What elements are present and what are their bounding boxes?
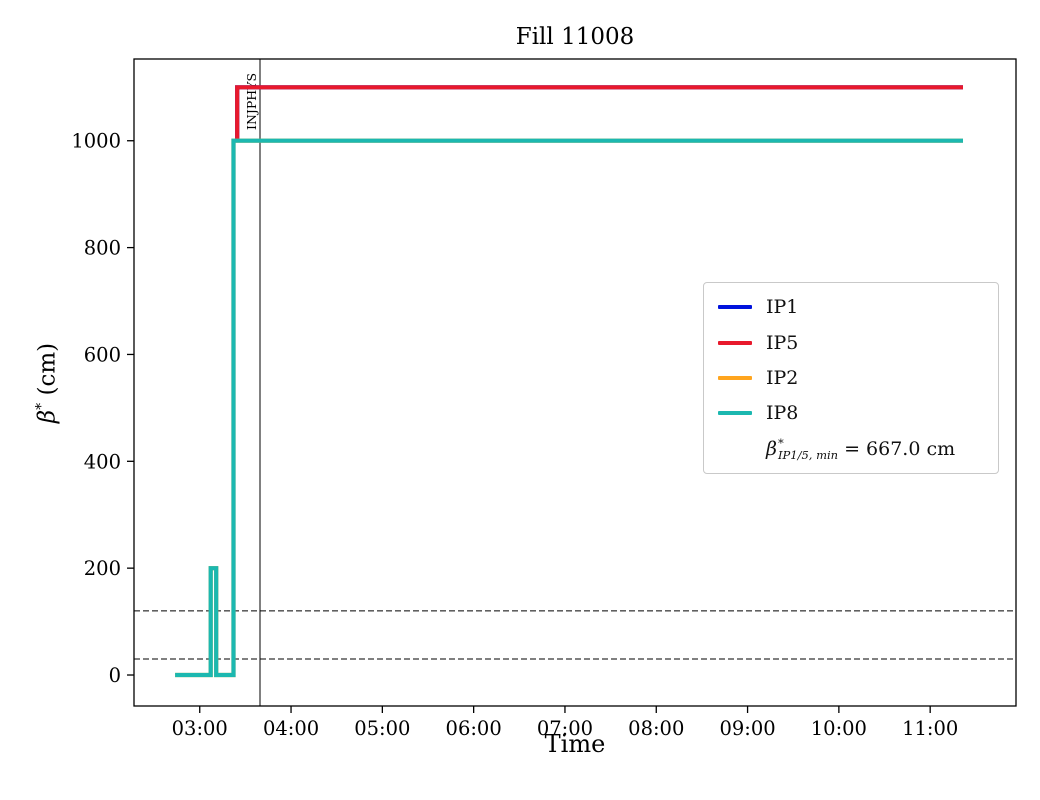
legend-line-ip5	[718, 340, 752, 345]
legend-label-ip5: IP5	[766, 331, 799, 354]
y-tick-label: 400	[84, 450, 121, 473]
x-tick-label: 10:00	[811, 717, 867, 740]
annotation-symbol: β	[766, 437, 777, 460]
y-axis-label-symbol: β	[34, 409, 61, 424]
beta-min-annotation: β * IP1/5, min = 667.0 cm	[704, 434, 998, 464]
legend-line-ip2	[718, 375, 752, 380]
series-ip5	[235, 85, 963, 141]
annotation-sup: *	[777, 435, 784, 450]
x-tick-label: 09:00	[719, 717, 775, 740]
x-tick-label: 07:00	[537, 717, 593, 740]
x-tick-label: 08:00	[628, 717, 684, 740]
x-tick-label: 05:00	[354, 717, 410, 740]
y-tick-label: 0	[109, 664, 121, 687]
legend-entry-ip1: IP1	[704, 292, 998, 322]
legend-label-ip8: IP8	[766, 402, 799, 425]
plot-border	[133, 58, 1017, 707]
legend-line-ip1	[718, 305, 752, 310]
y-tick-label: 800	[84, 237, 121, 260]
x-tick-label: 04:00	[263, 717, 319, 740]
legend-entry-ip5: IP5	[704, 328, 998, 358]
legend-entry-ip8: IP8	[704, 398, 998, 428]
chart-title: Fill 11008	[515, 24, 635, 50]
legend-label-ip1: IP1	[766, 296, 799, 319]
x-tick-label: 11:00	[902, 717, 958, 740]
beam-mode-label: INJPHYS	[244, 73, 259, 130]
annotation-supsub: * IP1/5, min	[778, 437, 838, 461]
legend-label-ip2: IP2	[766, 366, 799, 389]
legend: IP1 IP5 IP2 IP8 β * IP1/5, min = 667.0 cm	[703, 282, 999, 474]
x-axis-label: Time	[544, 730, 606, 758]
y-tick-label: 200	[84, 557, 121, 580]
annotation-sub: IP1/5, min	[777, 447, 839, 462]
y-axis-label-sup: *	[33, 402, 50, 410]
annotation-value: = 667.0 cm	[844, 437, 956, 460]
x-tick-label: 03:00	[172, 717, 228, 740]
y-axis-label: β* (cm)	[34, 343, 61, 423]
y-axis-label-unit: (cm)	[34, 342, 61, 396]
legend-entry-ip2: IP2	[704, 363, 998, 393]
legend-line-ip8	[718, 411, 752, 416]
x-tick-label: 06:00	[446, 717, 502, 740]
y-tick-label: 600	[84, 343, 121, 366]
series-ip8	[175, 138, 963, 678]
series-ip1	[235, 85, 963, 141]
y-tick-label: 1000	[71, 130, 121, 153]
